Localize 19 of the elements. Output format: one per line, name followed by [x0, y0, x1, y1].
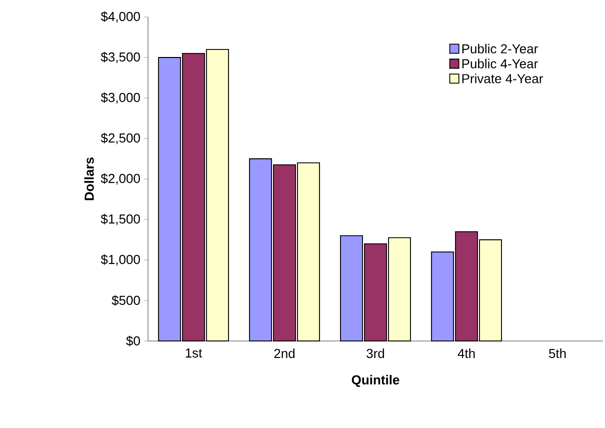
legend-label: Private 4-Year [462, 74, 543, 84]
x-axis-title: Quintile [352, 374, 400, 387]
y-tick-label: $1,000 [100, 254, 140, 266]
y-tick-label: $4,000 [100, 11, 140, 23]
y-axis-title: Dollars [84, 157, 94, 200]
y-tick-label: $3,000 [100, 92, 140, 104]
y-tick-label: $2,500 [100, 132, 140, 144]
legend-label: Public 2-Year [462, 44, 538, 54]
x-tick-label: 1st [186, 348, 202, 358]
x-tick-label: 2nd [274, 348, 295, 358]
legend-label: Public 4-Year [462, 58, 538, 68]
x-tick-label: 3rd [366, 348, 384, 358]
x-tick-label: 4th [458, 348, 475, 358]
y-tick-label: $0 [126, 336, 140, 346]
y-tick-label: $1,500 [100, 214, 140, 226]
y-tick-label: $3,500 [100, 52, 140, 64]
y-tick-label: $2,000 [100, 173, 140, 185]
y-tick-label: $500 [112, 295, 140, 306]
x-tick-label: 5th [548, 348, 566, 358]
